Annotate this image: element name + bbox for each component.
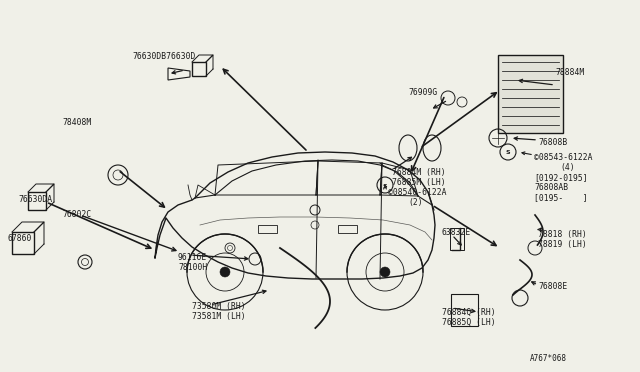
Text: [0195-    ]: [0195- ] xyxy=(534,193,588,202)
Text: ©08543-6122A: ©08543-6122A xyxy=(534,153,593,162)
Text: 76802C: 76802C xyxy=(62,210,92,219)
Text: 76884M (RH): 76884M (RH) xyxy=(392,168,445,177)
Text: 76630DB76630D: 76630DB76630D xyxy=(132,52,195,61)
Text: 76808B: 76808B xyxy=(538,138,567,147)
FancyBboxPatch shape xyxy=(498,55,563,133)
Text: 76808E: 76808E xyxy=(538,282,567,291)
Text: 73581M (LH): 73581M (LH) xyxy=(192,312,246,321)
Text: 73580M (RH): 73580M (RH) xyxy=(192,302,246,311)
Text: 63832E: 63832E xyxy=(442,228,471,237)
Text: A767*068: A767*068 xyxy=(530,354,567,363)
Text: 78818 (RH): 78818 (RH) xyxy=(538,230,587,239)
Text: 78100H: 78100H xyxy=(178,263,207,272)
Text: 76885M (LH): 76885M (LH) xyxy=(392,178,445,187)
Text: S: S xyxy=(383,183,387,189)
Text: 78884M: 78884M xyxy=(555,68,584,77)
Circle shape xyxy=(380,267,390,277)
Text: ©08540-6122A: ©08540-6122A xyxy=(388,188,447,197)
Text: 96116E: 96116E xyxy=(178,253,207,262)
Text: (4): (4) xyxy=(560,163,575,172)
Text: 76884Q (RH): 76884Q (RH) xyxy=(442,308,495,317)
Text: S: S xyxy=(506,151,510,155)
Text: [0192-0195]: [0192-0195] xyxy=(534,173,588,182)
Circle shape xyxy=(220,267,230,277)
Text: 78408M: 78408M xyxy=(62,118,92,127)
Text: 67860: 67860 xyxy=(8,234,33,243)
Text: 76885Q (LH): 76885Q (LH) xyxy=(442,318,495,327)
Text: 76909G: 76909G xyxy=(408,88,437,97)
Text: 76808AB: 76808AB xyxy=(534,183,568,192)
Text: (2): (2) xyxy=(408,198,422,207)
Text: 76630DA: 76630DA xyxy=(18,195,52,204)
Text: 78819 (LH): 78819 (LH) xyxy=(538,240,587,249)
